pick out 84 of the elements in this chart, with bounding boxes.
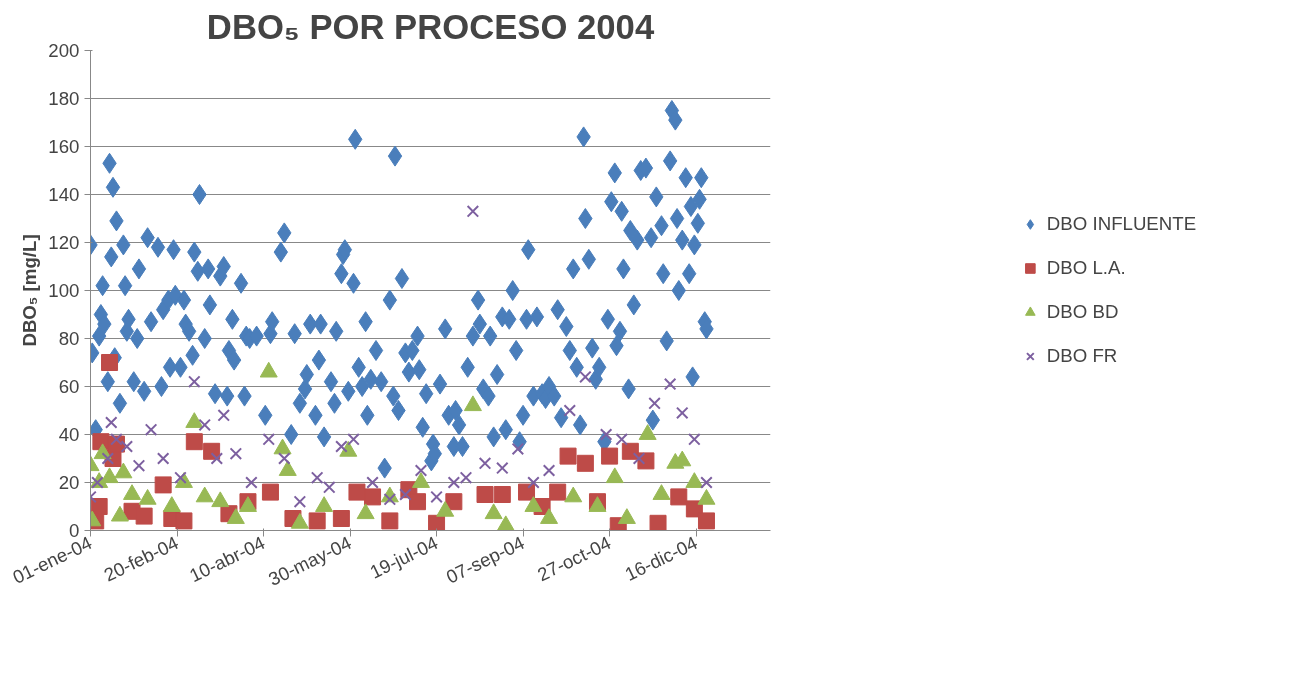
point <box>579 370 592 384</box>
point <box>120 440 134 453</box>
point <box>308 512 326 530</box>
point <box>322 481 336 494</box>
point <box>459 471 473 484</box>
point <box>549 483 567 501</box>
point <box>688 433 701 446</box>
point <box>262 433 276 446</box>
point <box>518 483 536 501</box>
point <box>203 442 221 460</box>
point <box>493 486 511 503</box>
point <box>188 375 201 388</box>
y-tick-label: 120 <box>48 232 80 253</box>
point <box>697 512 715 530</box>
point <box>663 377 677 391</box>
point <box>383 493 397 506</box>
point <box>198 418 211 432</box>
y-tick-label: 20 <box>58 472 80 493</box>
point <box>430 490 443 504</box>
y-tick-label: 160 <box>48 136 80 157</box>
point <box>335 440 348 453</box>
y-tick-label: 40 <box>58 424 80 445</box>
point <box>310 471 324 484</box>
point <box>559 447 577 465</box>
point <box>154 476 172 494</box>
point <box>445 493 463 511</box>
point <box>347 433 360 446</box>
point <box>700 476 713 489</box>
point <box>466 205 480 218</box>
point <box>293 495 307 508</box>
point <box>599 428 613 441</box>
point <box>175 512 193 530</box>
point <box>348 483 366 501</box>
point <box>135 507 153 525</box>
point <box>542 464 556 477</box>
y-tick-label: 0 <box>69 520 80 541</box>
point <box>527 476 540 489</box>
point <box>632 452 646 465</box>
point <box>648 397 661 410</box>
point <box>637 452 655 470</box>
point <box>447 476 461 489</box>
point <box>366 476 379 489</box>
point <box>364 488 382 506</box>
legend-label: DBO L.A. <box>1046 257 1126 279</box>
point <box>132 459 146 472</box>
point <box>675 406 689 420</box>
point <box>144 423 158 436</box>
point <box>563 404 577 417</box>
point <box>210 452 224 465</box>
point <box>649 514 667 531</box>
legend-label: DBO BD <box>1046 301 1119 323</box>
y-tick-label: 80 <box>58 328 80 349</box>
y-tick-label: 60 <box>58 376 80 397</box>
point <box>476 486 494 503</box>
point <box>601 447 619 465</box>
point <box>245 476 258 489</box>
point <box>90 498 108 515</box>
y-tick-label: 180 <box>48 88 80 109</box>
point <box>332 510 350 527</box>
point <box>496 461 509 475</box>
legend-label: DBO INFLUENTE <box>1046 213 1197 235</box>
point <box>104 416 118 429</box>
y-tick-label: 200 <box>48 40 80 61</box>
legend-label: DBO FR <box>1046 345 1118 367</box>
point <box>670 488 688 506</box>
point <box>156 452 170 465</box>
point <box>621 442 639 460</box>
y-tick-label: 140 <box>48 184 80 205</box>
point <box>409 493 427 511</box>
point <box>511 442 525 456</box>
point <box>229 447 243 460</box>
point <box>185 433 203 451</box>
y-tick-label: 100 <box>48 280 80 301</box>
point <box>414 464 428 477</box>
point <box>101 354 119 371</box>
y-axis-title: DBO₅ [mg/L] <box>19 234 41 347</box>
point <box>576 454 594 472</box>
point <box>261 483 279 501</box>
point <box>615 433 628 446</box>
point <box>277 452 291 465</box>
chart-title: DBO₅ POR PROCESO 2004 <box>206 7 655 46</box>
point <box>381 512 399 530</box>
point <box>478 457 492 470</box>
point <box>217 409 231 422</box>
